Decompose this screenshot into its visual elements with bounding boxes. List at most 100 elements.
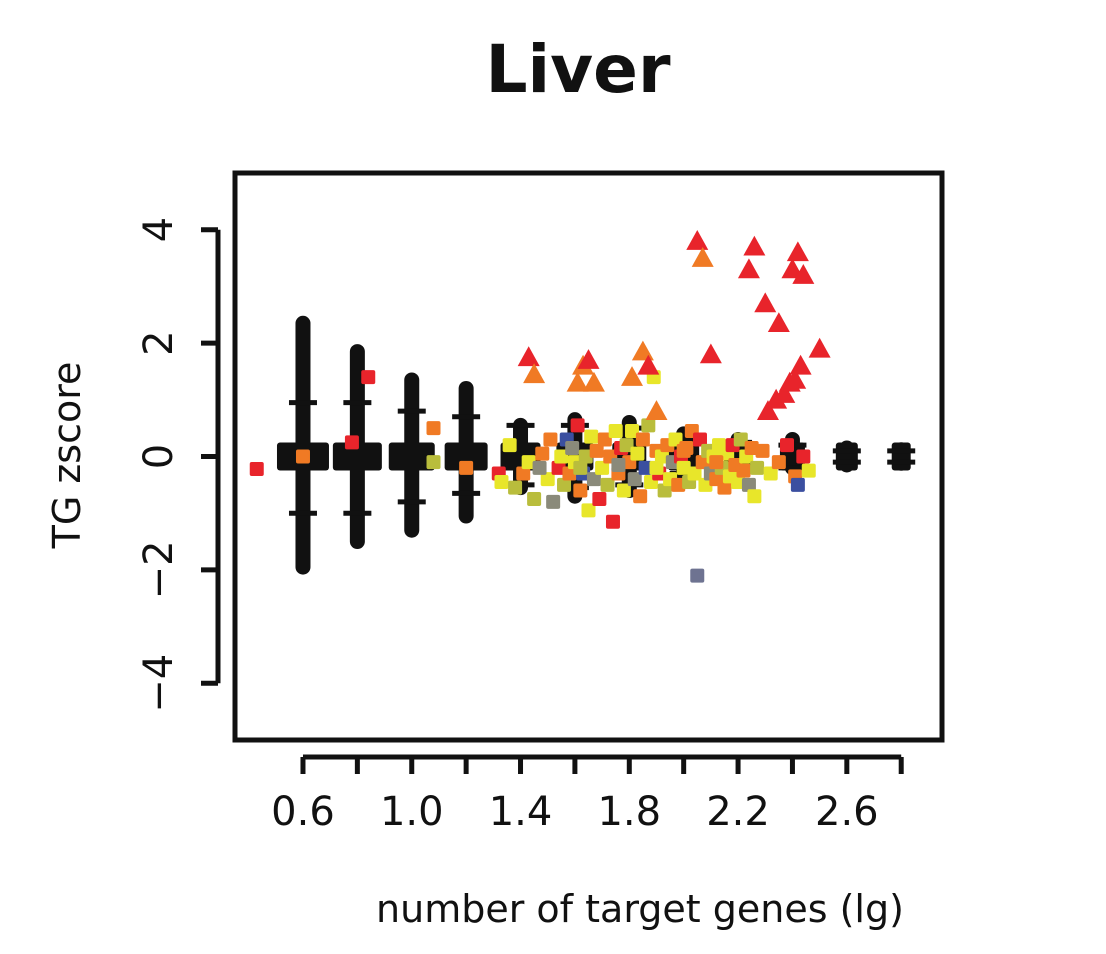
square-point-30 [584, 429, 599, 444]
triangle-point-19 [773, 383, 796, 403]
square-point-86 [736, 463, 751, 478]
square-point-103 [649, 460, 664, 475]
y-tick-label-0: 4 [136, 217, 182, 242]
square-point-45 [625, 423, 640, 438]
square-point-70 [692, 432, 707, 447]
square-point-49 [635, 432, 650, 447]
x-tick-label-8: 2.2 [706, 789, 770, 835]
null-column-10 [832, 440, 861, 473]
square-point-18 [551, 460, 566, 475]
triangle-point-7 [631, 340, 654, 361]
x-axis-label: number of target genes (lg) [376, 887, 904, 931]
square-point-33 [592, 492, 607, 507]
square-point-1 [295, 449, 310, 464]
square-point-72 [698, 477, 713, 492]
triangle-point-21 [781, 258, 804, 279]
x-tick-label-0: 0.6 [271, 789, 335, 835]
square-point-15 [540, 472, 555, 487]
square-point-19 [554, 449, 569, 464]
square-point-13 [527, 492, 542, 507]
y-tick-label-4: −4 [136, 654, 182, 713]
triangle-point-1 [523, 363, 546, 384]
square-point-42 [616, 483, 631, 498]
null-column-11 [887, 442, 916, 471]
square-point-4 [426, 421, 441, 436]
triangle-point-13 [737, 258, 760, 279]
square-point-84 [731, 475, 746, 490]
triangle-point-23 [789, 354, 812, 375]
x-tick-label-4: 1.4 [489, 789, 553, 835]
square-point-50 [638, 460, 653, 475]
square-point-61 [668, 432, 683, 447]
triangle-point-14 [743, 235, 766, 256]
square-point-3 [361, 370, 376, 385]
x-axis: 0.6 1.0 1.4 1.8 2.2 2.6 [271, 754, 904, 835]
square-point-95 [780, 438, 795, 453]
square-point-6 [459, 460, 474, 475]
square-point-46 [627, 472, 642, 487]
square-point-51 [641, 418, 656, 433]
null-column-2 [388, 372, 435, 538]
triangle-point-16 [756, 400, 779, 420]
square-point-2 [344, 435, 359, 450]
triangle-point-25 [808, 337, 831, 358]
null-column-3 [444, 380, 488, 524]
square-point-17 [546, 494, 561, 509]
triangle-point-0 [517, 346, 540, 367]
x-tick-label-6: 1.8 [597, 789, 661, 835]
triangle-point-11 [691, 247, 714, 267]
triangle-point-18 [767, 312, 790, 333]
square-point-11 [516, 466, 531, 481]
square-point-36 [600, 477, 615, 492]
square-point-12 [521, 455, 536, 470]
square-point-38 [605, 514, 620, 529]
square-point-71 [695, 455, 710, 470]
square-point-91 [750, 460, 765, 475]
square-point-105 [709, 455, 724, 470]
square-point-39 [608, 423, 623, 438]
square-point-97 [790, 477, 805, 492]
y-tick-label-1: 2 [136, 330, 182, 355]
square-point-22 [562, 466, 577, 481]
triangle-point-12 [699, 343, 722, 364]
y-axis: 4 2 0 −2 −4 [136, 217, 221, 713]
square-point-10 [508, 480, 523, 495]
square-point-56 [654, 449, 669, 464]
square-point-79 [717, 480, 732, 495]
triangle-point-4 [577, 349, 600, 369]
triangle-point-8 [637, 354, 660, 375]
square-point-57 [657, 483, 672, 498]
y-axis-label: TG zscore [45, 362, 89, 550]
triangle-point-24 [792, 264, 815, 284]
square-point-101 [573, 460, 588, 475]
square-point-88 [741, 477, 756, 492]
square-point-93 [763, 466, 778, 481]
square-point-5 [426, 455, 441, 470]
square-point-69 [690, 568, 705, 583]
square-point-100 [532, 460, 547, 475]
square-point-64 [676, 460, 691, 475]
null-column-0 [276, 315, 329, 575]
triangle-point-26 [784, 368, 807, 389]
chart-title: Liver [485, 31, 670, 108]
square-point-94 [771, 455, 786, 470]
square-point-98 [796, 449, 811, 464]
square-point-31 [586, 472, 601, 487]
square-point-104 [676, 443, 691, 458]
square-point-47 [630, 446, 645, 461]
square-point-99 [801, 463, 816, 478]
square-point-90 [747, 489, 762, 504]
square-point-68 [687, 466, 702, 481]
square-point-62 [671, 477, 686, 492]
square-point-26 [573, 483, 588, 498]
square-point-14 [535, 446, 550, 461]
square-point-25 [570, 418, 585, 433]
x-tick-label-2: 1.0 [380, 789, 444, 835]
square-point-16 [543, 432, 558, 447]
square-point-43 [619, 438, 634, 453]
square-point-9 [502, 438, 517, 453]
triangle-points-layer [517, 230, 831, 420]
square-point-48 [633, 489, 648, 504]
triangle-point-6 [621, 366, 644, 386]
